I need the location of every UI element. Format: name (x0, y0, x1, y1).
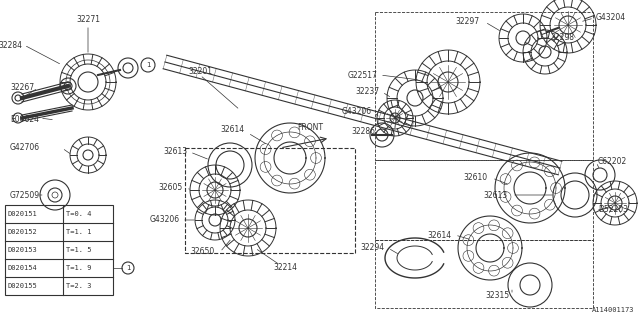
Bar (375, 12, 593, 160)
Text: G43206: G43206 (150, 215, 180, 225)
Text: G42706: G42706 (10, 143, 40, 153)
Text: 32297: 32297 (456, 18, 480, 27)
Text: 32271: 32271 (76, 15, 100, 25)
Bar (185, 148, 355, 253)
Text: 32286: 32286 (351, 127, 375, 137)
Text: T=0. 4: T=0. 4 (66, 211, 92, 217)
Text: D020155: D020155 (8, 283, 38, 289)
Text: 32294: 32294 (361, 244, 385, 252)
Text: 32614: 32614 (428, 230, 452, 239)
Text: 32237: 32237 (356, 87, 380, 97)
Text: 32610: 32610 (464, 173, 488, 182)
Text: T=2. 3: T=2. 3 (66, 283, 92, 289)
Text: 32614: 32614 (221, 125, 245, 134)
Text: G72509: G72509 (10, 190, 40, 199)
Text: T=1. 5: T=1. 5 (66, 247, 92, 253)
Text: D020153: D020153 (8, 247, 38, 253)
Text: 32613: 32613 (164, 148, 188, 156)
Text: 1: 1 (125, 265, 131, 271)
Text: A114001173: A114001173 (591, 307, 634, 313)
Text: 32267: 32267 (10, 84, 34, 92)
Text: FRONT: FRONT (297, 123, 323, 132)
Text: 32650: 32650 (191, 247, 215, 257)
Text: T=1. 9: T=1. 9 (66, 265, 92, 271)
Text: T=1. 1: T=1. 1 (66, 229, 92, 235)
Bar (5, 205, 113, 295)
Text: D020152: D020152 (8, 229, 38, 235)
Text: D020151: D020151 (8, 211, 38, 217)
Bar (375, 240, 593, 308)
Text: 32613: 32613 (484, 190, 508, 199)
Text: G43206: G43206 (342, 108, 372, 116)
Text: D52203: D52203 (598, 205, 628, 214)
Text: 32315: 32315 (486, 291, 510, 300)
Text: G43204: G43204 (596, 13, 626, 22)
Text: 32298: 32298 (550, 34, 574, 43)
Text: E00624: E00624 (10, 116, 39, 124)
Text: 32214: 32214 (273, 263, 297, 273)
Text: 32201: 32201 (188, 68, 212, 76)
Text: D020154: D020154 (8, 265, 38, 271)
Text: C62202: C62202 (598, 157, 627, 166)
Text: G22517: G22517 (348, 70, 378, 79)
Text: 1: 1 (146, 62, 150, 68)
Text: 32605: 32605 (159, 183, 183, 193)
Text: 32284: 32284 (0, 41, 22, 50)
Bar (375, 160, 593, 240)
